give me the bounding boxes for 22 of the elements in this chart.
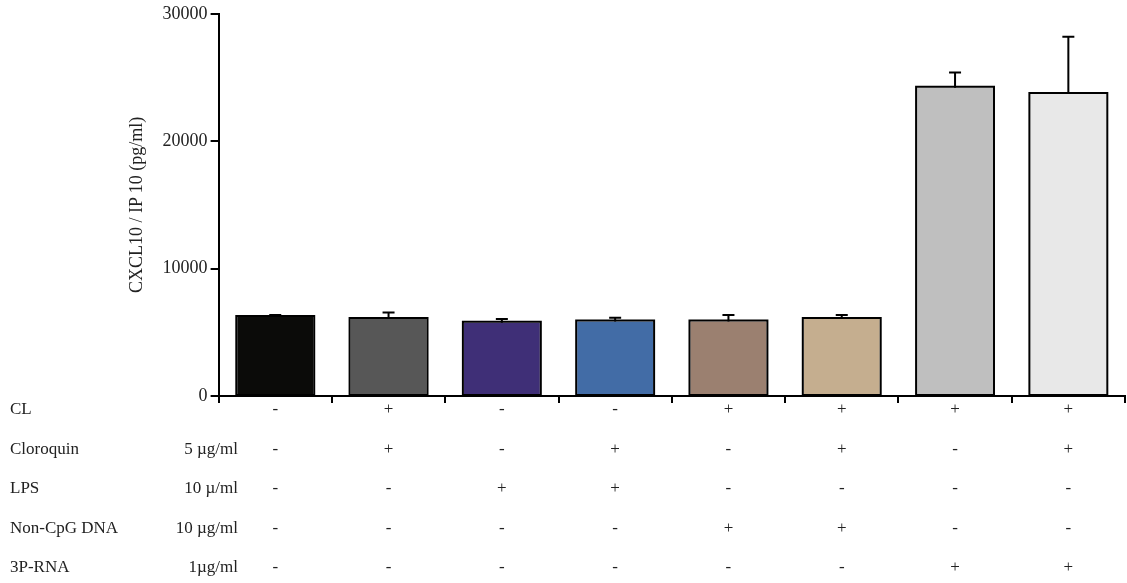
category-label: + + - - + xyxy=(1063,399,1074,577)
text: 1µg/ml xyxy=(188,557,239,577)
y-tick-label: 20000 xyxy=(162,129,208,150)
text: 10 µ/ml xyxy=(184,478,239,498)
category-label: + + - + - xyxy=(836,399,847,577)
category-label: - - + - - xyxy=(497,399,507,577)
text: CL xyxy=(10,399,32,419)
text: 10 µg/ml xyxy=(175,517,239,537)
y-tick-label: 10000 xyxy=(162,257,208,278)
category-label: - - - - - xyxy=(272,399,279,577)
y-axis-title: CXCL10 / IP 10 (pg/ml) xyxy=(125,116,147,294)
category-label: + - - + - xyxy=(723,399,734,577)
text: 3P-RNA xyxy=(10,557,71,577)
text: Cloroquin xyxy=(10,438,80,458)
category-label: + - - - + xyxy=(950,399,960,577)
text: Non-CpG DNA xyxy=(10,517,119,537)
text: LPS xyxy=(10,478,40,498)
category-label: - + + - - xyxy=(610,399,620,577)
y-tick-label: 30000 xyxy=(162,2,208,23)
text: 5 µg/ml xyxy=(184,438,239,458)
category-label: + + - - - xyxy=(383,399,394,577)
y-tick-label: 0 xyxy=(198,384,208,405)
